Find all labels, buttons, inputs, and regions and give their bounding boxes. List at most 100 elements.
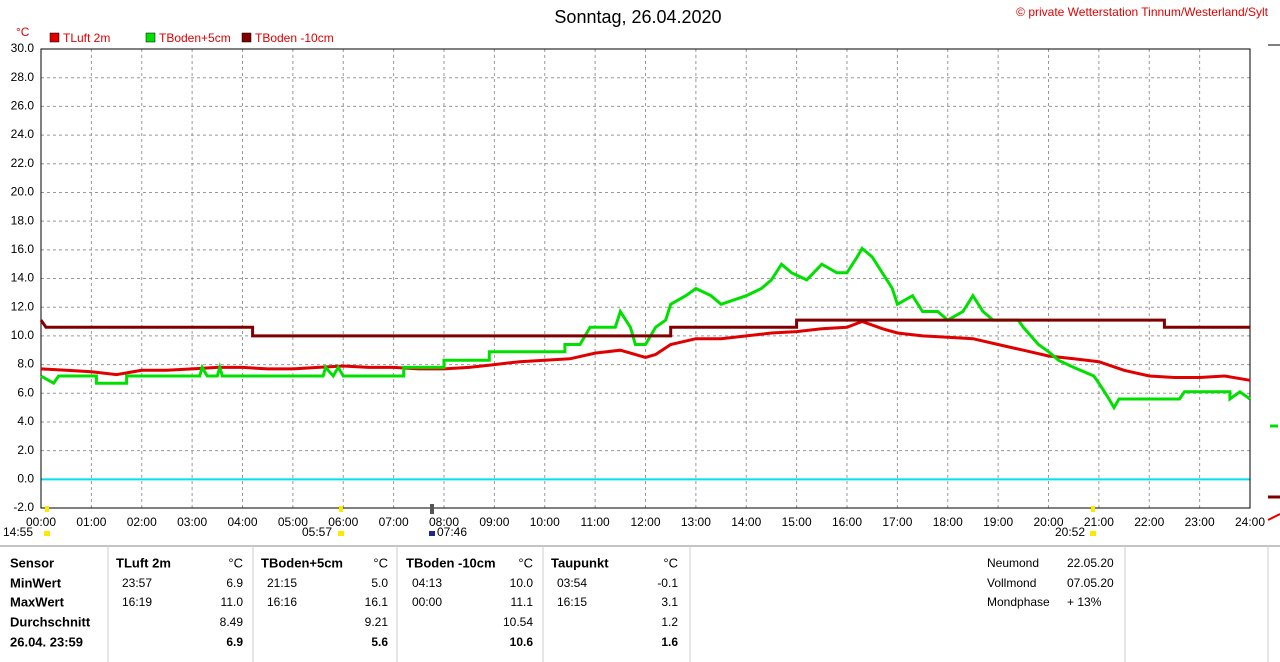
side-marker — [1267, 513, 1280, 521]
x-tick-label: 13:00 — [681, 515, 711, 529]
y-tick-label: 22.0 — [11, 156, 35, 170]
x-tick-label: 12:00 — [630, 515, 660, 529]
x-tick-label: 19:00 — [983, 515, 1013, 529]
table-cell: 00:00 — [412, 595, 442, 609]
table-cell: MaxWert — [10, 594, 65, 609]
x-tick-label: 18:00 — [933, 515, 963, 529]
y-tick-label: 14.0 — [11, 271, 35, 285]
y-tick-label: 10.0 — [11, 328, 35, 342]
event-marker — [339, 506, 343, 512]
table-cell: 23:57 — [122, 576, 152, 590]
x-tick-label: 14:00 — [731, 515, 761, 529]
x-tick-label: 05:00 — [278, 515, 308, 529]
y-tick-label: 16.0 — [11, 242, 35, 256]
table-header: TBoden+5cm — [261, 555, 343, 570]
legend-label: TLuft 2m — [63, 31, 110, 45]
table-header: °C — [518, 555, 533, 570]
event-marker — [44, 531, 50, 536]
moon-label: Vollmond — [987, 576, 1036, 590]
table-header: TBoden -10cm — [406, 555, 496, 570]
x-tick-label: 00:00 — [26, 515, 56, 529]
event-marker — [429, 531, 435, 536]
x-tick-label: 07:00 — [379, 515, 409, 529]
table-cell: 5.0 — [371, 576, 388, 590]
table-cell: MinWert — [10, 575, 62, 590]
table-cell: 9.21 — [365, 615, 389, 629]
x-tick-label: 03:00 — [177, 515, 207, 529]
table-cell: 8.49 — [220, 615, 244, 629]
table-cell: 26.04. 23:59 — [10, 634, 83, 649]
legend-swatch — [49, 32, 60, 43]
x-tick-label: 23:00 — [1185, 515, 1215, 529]
table-header: Sensor — [10, 555, 54, 570]
table-cell: 16:19 — [122, 595, 152, 609]
table-cell: 21:15 — [267, 576, 297, 590]
table-cell: 11.0 — [221, 595, 244, 609]
x-tick-label: 22:00 — [1134, 515, 1164, 529]
y-tick-label: 26.0 — [11, 99, 35, 113]
event-time: 05:57 — [302, 525, 332, 539]
table-cell: 10.6 — [510, 635, 534, 649]
copyright: © private Wetterstation Tinnum/Westerlan… — [1016, 5, 1269, 19]
table-cell: -0.1 — [657, 576, 678, 590]
y-tick-label: 4.0 — [17, 414, 34, 428]
moon-label: Neumond — [987, 556, 1039, 570]
table-cell: 10.0 — [510, 576, 534, 590]
x-tick-label: 15:00 — [782, 515, 812, 529]
chart-title: Sonntag, 26.04.2020 — [554, 7, 721, 27]
y-tick-label: 30.0 — [11, 41, 35, 55]
event-marker — [338, 531, 344, 536]
table-header: °C — [228, 555, 243, 570]
table-cell: 1.2 — [661, 615, 678, 629]
y-tick-label: 24.0 — [11, 127, 35, 141]
table-cell: 6.9 — [226, 576, 243, 590]
x-tick-label: 10:00 — [530, 515, 560, 529]
table-cell: 3.1 — [661, 595, 678, 609]
x-tick-label: 20:00 — [1033, 515, 1063, 529]
y-tick-label: 8.0 — [17, 357, 34, 371]
legend-swatch — [145, 32, 156, 43]
y-tick-label: 0.0 — [17, 471, 34, 485]
table-cell: 04:13 — [412, 576, 442, 590]
table-cell: 16.1 — [365, 595, 389, 609]
table-cell: 6.9 — [226, 635, 243, 649]
event-time: 07:46 — [437, 525, 467, 539]
table-cell: 5.6 — [371, 635, 388, 649]
table-cell: Durchschnitt — [10, 614, 91, 629]
legend-swatch — [241, 32, 252, 43]
y-tick-label: 20.0 — [11, 185, 35, 199]
table-separators — [107, 546, 1269, 662]
table-cell: 10.54 — [503, 615, 533, 629]
x-tick-label: 06:00 — [328, 515, 358, 529]
series-line — [40, 246, 1251, 411]
event-time: 14:55 — [3, 525, 33, 539]
table-cell: 16:16 — [267, 595, 297, 609]
series-line — [40, 319, 1251, 382]
y-axis-unit: °C — [16, 25, 30, 39]
x-tick-label: 16:00 — [832, 515, 862, 529]
table-header: TLuft 2m — [116, 555, 171, 570]
table-cell: 16:15 — [557, 595, 587, 609]
x-tick-label: 04:00 — [227, 515, 257, 529]
event-marker — [1091, 506, 1095, 512]
x-tick-label: 17:00 — [882, 515, 912, 529]
y-tick-label: 12.0 — [11, 299, 35, 313]
table-header: °C — [373, 555, 388, 570]
y-tick-label: -2.0 — [13, 500, 34, 514]
y-tick-label: 6.0 — [17, 385, 34, 399]
right-ticks — [1267, 44, 1280, 521]
legend-label: TBoden+5cm — [159, 31, 231, 45]
y-tick-label: 28.0 — [11, 70, 35, 84]
event-marker — [45, 506, 49, 512]
moon-value: 07.05.20 — [1067, 576, 1114, 590]
moon-value: 22.05.20 — [1067, 556, 1114, 570]
moon-label: Mondphase — [987, 595, 1050, 609]
x-tick-label: 01:00 — [76, 515, 106, 529]
table-header: °C — [663, 555, 678, 570]
x-tick-label: 21:00 — [1084, 515, 1114, 529]
y-tick-label: 18.0 — [11, 213, 35, 227]
table-cell: 03:54 — [557, 576, 587, 590]
series-line — [39, 318, 1250, 338]
